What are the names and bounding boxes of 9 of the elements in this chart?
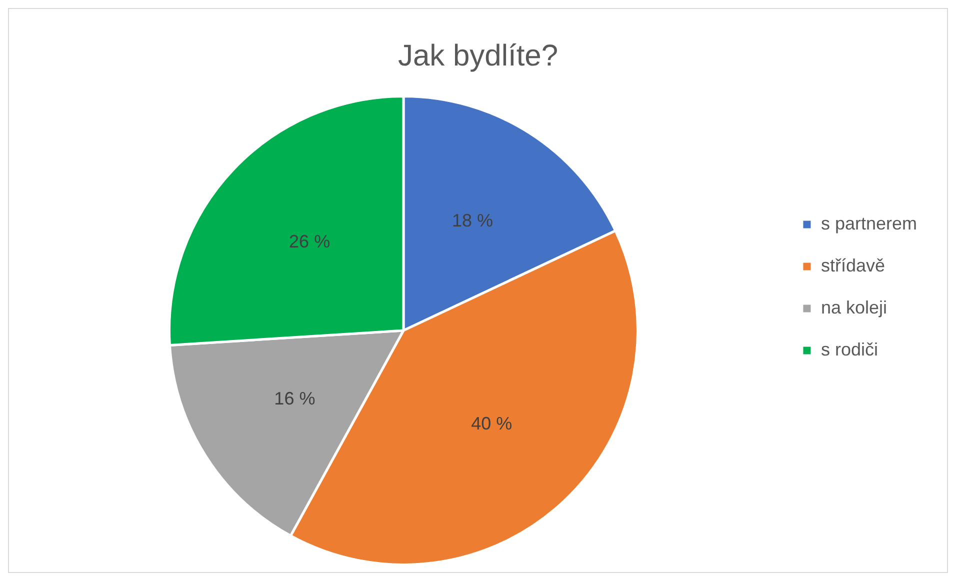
- data-label: 16 %: [274, 388, 316, 409]
- chart-title: Jak bydlíte?: [398, 39, 558, 72]
- legend-label: na koleji: [820, 297, 888, 318]
- data-label: 26 %: [289, 231, 330, 252]
- legend-label: s partnerem: [820, 213, 918, 234]
- legend-label: s rodiči: [820, 339, 878, 360]
- data-label: 40 %: [471, 413, 512, 434]
- legend-label: střídavě: [820, 255, 885, 276]
- data-label: 18 %: [452, 210, 494, 231]
